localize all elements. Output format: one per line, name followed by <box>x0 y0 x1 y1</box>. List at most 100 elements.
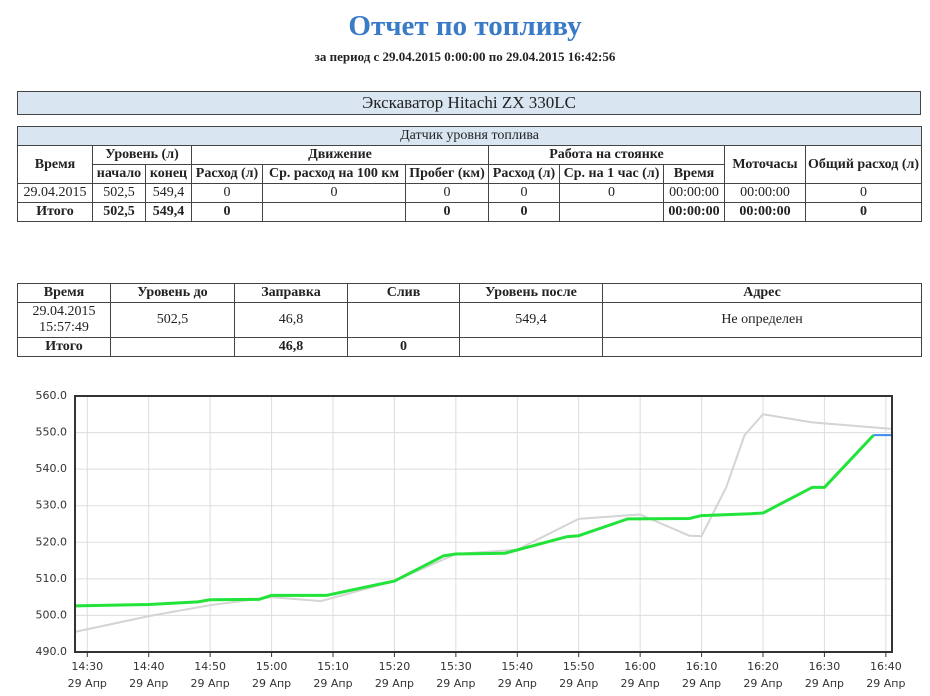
subtitle: за период с 29.04.2015 0:00:00 по 29.04.… <box>314 49 616 64</box>
sensor-table: Датчик уровня топлива Время Уровень (л) … <box>16 126 923 222</box>
x-tick-label: 16:10 <box>686 660 718 673</box>
y-tick-label: 540.0 <box>36 462 68 475</box>
cell: Итого <box>17 337 111 357</box>
x-tick-date: 29 Апр <box>68 677 107 690</box>
cell: Уровень до <box>110 283 235 303</box>
cell: 46,8 <box>234 337 348 357</box>
y-tick-label: 510.0 <box>36 572 68 585</box>
cell: 0 <box>488 202 560 222</box>
header-cell: Уровень (л) <box>92 145 192 165</box>
cell: Ср. на 1 час (л) <box>559 164 664 184</box>
cell <box>559 202 664 222</box>
machine-name: Экскаватор Hitachi ZX 330LC <box>17 91 921 115</box>
x-tick-date: 29 Апр <box>375 677 414 690</box>
cell: 0 <box>405 183 489 203</box>
header-cell: Работа на стоянке <box>488 145 725 165</box>
cell: Расход (л) <box>191 164 263 184</box>
cell: 549,4 <box>145 183 192 203</box>
y-tick-label: 500.0 <box>36 608 68 621</box>
cell: 0 <box>191 183 263 203</box>
cell <box>110 337 235 357</box>
x-tick-date: 29 Апр <box>191 677 230 690</box>
header-cell: Моточасы <box>724 145 806 184</box>
cell <box>347 302 460 338</box>
header-cell: Движение <box>191 145 489 165</box>
cell: Уровень после <box>459 283 603 303</box>
x-tick-date: 29 Апр <box>252 677 291 690</box>
cell <box>262 202 406 222</box>
cell: 549,4 <box>459 302 603 338</box>
cell: 502,5 <box>92 202 146 222</box>
cell: Расход (л) <box>488 164 560 184</box>
cell: 29.04.2015 15:57:49 <box>17 302 111 338</box>
x-tick-label: 16:20 <box>747 660 779 673</box>
x-tick-date: 29 Апр <box>129 677 168 690</box>
plot-area <box>75 396 892 652</box>
cell: 502,5 <box>110 302 235 338</box>
cell: 0 <box>262 183 406 203</box>
plot-border <box>74 395 893 653</box>
cell: Итого <box>17 202 93 222</box>
x-tick-label: 14:40 <box>133 660 165 673</box>
x-tick-date: 29 Апр <box>743 677 782 690</box>
cell: Ср. расход на 100 км <box>262 164 406 184</box>
x-tick-date: 29 Апр <box>805 677 844 690</box>
cell: Пробег (км) <box>405 164 489 184</box>
cell: 549,4 <box>145 202 192 222</box>
cell: 0 <box>347 337 460 357</box>
x-tick-date: 29 Апр <box>682 677 721 690</box>
data-line <box>74 434 875 608</box>
cell: 0 <box>405 202 489 222</box>
y-tick-label: 490.0 <box>36 645 68 658</box>
cell: 0 <box>804 183 923 203</box>
x-tick-date: 29 Апр <box>498 677 537 690</box>
cell: 29.04.2015 <box>17 183 93 203</box>
x-tick-label: 16:30 <box>809 660 841 673</box>
cell: Слив <box>347 283 460 303</box>
cell: 0 <box>804 202 923 222</box>
cell: Не определен <box>602 302 922 338</box>
cell: 00:00:00 <box>724 202 806 222</box>
y-tick-label: 520.0 <box>36 535 68 548</box>
cell: 502,5 <box>92 183 146 203</box>
header-cell: Общий расход (л) <box>804 145 923 184</box>
y-tick-label: 550.0 <box>36 426 68 439</box>
cell: Заправка <box>234 283 348 303</box>
x-tick-label: 15:30 <box>440 660 472 673</box>
cell <box>602 337 922 357</box>
cell: 00:00:00 <box>663 183 725 203</box>
chart: 490.0 500.0 510.0 520.0 530.0 540.0 550.0 560.0… <box>36 389 906 690</box>
x-tick-label: 15:40 <box>501 660 533 673</box>
cell <box>459 337 603 357</box>
x-tick-date: 29 Апр <box>313 677 352 690</box>
cell: 0 <box>191 202 263 222</box>
header-cell: Время <box>17 145 93 184</box>
cell: начало <box>92 164 146 184</box>
title: Отчет по топливу <box>348 10 582 42</box>
cell: Адрес <box>602 283 922 303</box>
y-tick-label: 560.0 <box>36 389 68 402</box>
x-tick-label: 15:50 <box>563 660 595 673</box>
x-tick-label: 14:30 <box>71 660 103 673</box>
cell: 0 <box>488 183 560 203</box>
x-tick-date: 29 Апр <box>866 677 905 690</box>
y-tick-label: 530.0 <box>36 499 68 512</box>
x-tick-date: 29 Апр <box>621 677 660 690</box>
x-tick-label: 16:40 <box>870 660 902 673</box>
x-tick-label: 15:20 <box>379 660 411 673</box>
x-tick-date: 29 Апр <box>436 677 475 690</box>
caption: Датчик уровня топлива <box>16 126 923 146</box>
cell: Время <box>17 283 111 303</box>
refuel-table: Время Уровень до Заправка Слив Уровень после… <box>17 283 922 357</box>
cell: конец <box>145 164 192 184</box>
x-tick-label: 15:10 <box>317 660 349 673</box>
x-tick-label: 16:00 <box>624 660 656 673</box>
cell: 00:00:00 <box>724 183 806 203</box>
x-tick-label: 15:00 <box>256 660 288 673</box>
x-tick-date: 29 Апр <box>559 677 598 690</box>
cell: Время <box>663 164 725 184</box>
cell: 46,8 <box>234 302 348 338</box>
cell: 0 <box>559 183 664 203</box>
x-tick-label: 14:50 <box>194 660 226 673</box>
